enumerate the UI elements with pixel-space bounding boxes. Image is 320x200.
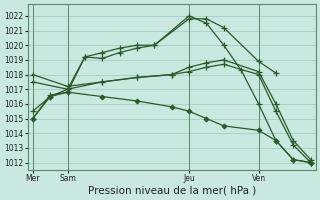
X-axis label: Pression niveau de la mer( hPa ): Pression niveau de la mer( hPa ) [88,186,256,196]
